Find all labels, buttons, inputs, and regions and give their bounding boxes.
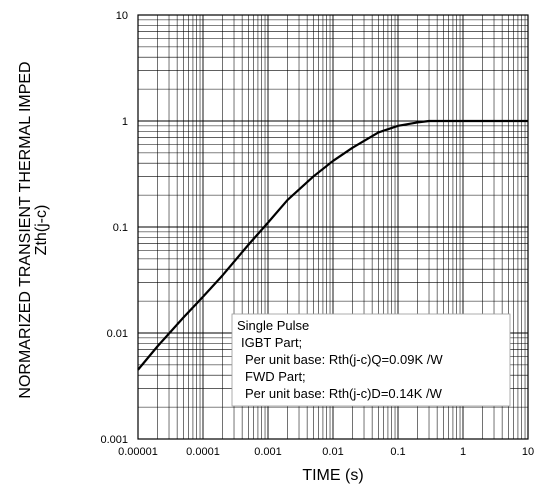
legend-line-fwd-part: FWD Part;	[245, 369, 306, 384]
legend-line-single-pulse: Single Pulse	[237, 318, 309, 333]
x-tick-label: 1	[460, 446, 466, 458]
x-tick-label: 0.1	[390, 446, 405, 458]
y-tick-label: 0.01	[107, 328, 128, 340]
x-tick-label: 10	[522, 446, 534, 458]
y-tick-label: 0.1	[113, 222, 128, 234]
curve-layer	[137, 119, 528, 371]
x-axis-title: TIME (s)	[302, 467, 363, 484]
x-tick-label: 0.001	[254, 446, 282, 458]
legend-line-fwd-base: Per unit base: Rth(j-c)D=0.14K /W	[245, 386, 443, 401]
plot-frame	[137, 14, 529, 440]
x-tick-label: 0.00001	[118, 446, 158, 458]
y-tick-labels: 0.001 0.01 0.1 1 10	[100, 10, 128, 446]
legend-line-igbt-part: IGBT Part;	[241, 335, 302, 350]
y-tick-label: 1	[122, 116, 128, 128]
y-axis-title-line2: Zth(j-c)	[33, 205, 50, 256]
y-axis-title-line1: NORMARIZED TRANSIENT THERMAL IMPED	[17, 61, 34, 398]
legend-box	[231, 313, 511, 407]
y-tick-label: 10	[116, 10, 128, 22]
legend-line-igbt-base: Per unit base: Rth(j-c)Q=0.09K /W	[245, 352, 443, 367]
x-tick-labels: 0.00001 0.0001 0.001 0.01 0.1 1 10	[118, 446, 534, 458]
zth-curve	[137, 119, 528, 371]
x-tick-label: 0.0001	[186, 446, 220, 458]
y-tick-label: 0.001	[100, 434, 128, 446]
x-tick-label: 0.01	[322, 446, 343, 458]
